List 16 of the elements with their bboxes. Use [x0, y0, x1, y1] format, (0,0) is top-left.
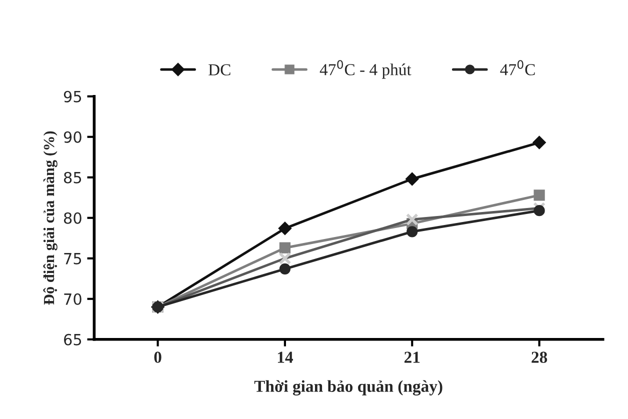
x-axis-title: Thời gian bảo quản (ngày): [254, 380, 442, 396]
y-axis-title: Độ điện giải của màng (%): [43, 131, 58, 305]
y-tick-label: 85: [64, 172, 82, 184]
x-tick-label: 28: [532, 352, 548, 363]
y-tick-label: 65: [64, 334, 82, 346]
x-tick-label: 14: [278, 352, 293, 363]
y-tick-label: 95: [64, 90, 82, 102]
y-tick-label: 80: [64, 212, 82, 224]
legend-label: 47$^{0}$C: [500, 60, 535, 76]
y-tick-label: 90: [64, 131, 82, 143]
x-tick-label: 21: [404, 352, 420, 363]
y-tick-label: 75: [64, 253, 82, 264]
legend-label: DC: [208, 64, 230, 76]
legend-label: 47$^{0}$C - 4 phút: [320, 60, 412, 79]
x-tick-label: 0: [154, 352, 162, 363]
y-tick-label: 70: [64, 293, 82, 305]
